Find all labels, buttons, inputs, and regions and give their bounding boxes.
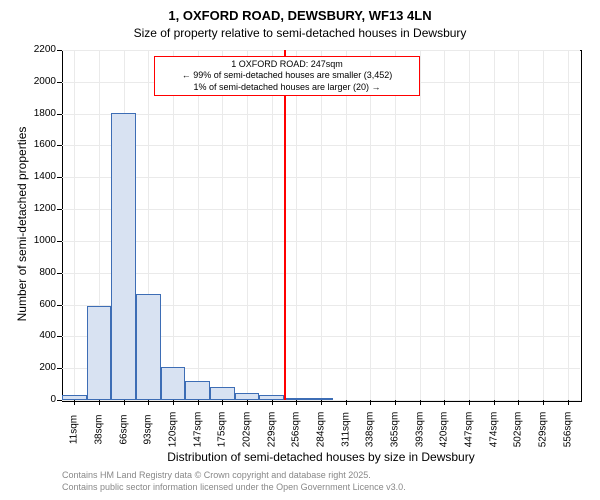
x-tick-mark [444,400,445,405]
x-tick-mark [469,400,470,405]
x-tick-label: 175sqm [217,408,228,452]
x-tick-label: 202sqm [242,408,253,452]
x-tick-label: 38sqm [94,408,105,452]
x-tick-label: 393sqm [414,408,425,452]
x-tick-label: 311sqm [340,408,351,452]
x-tick-label: 474sqm [488,408,499,452]
x-tick-mark [99,400,100,405]
grid-line-v [420,50,421,400]
histogram-bar [136,294,161,400]
x-tick-mark [124,400,125,405]
x-tick-label: 66sqm [118,408,129,452]
y-axis-label: Number of semi-detached properties [15,114,29,334]
x-tick-mark [173,400,174,405]
footer-line-1: Contains HM Land Registry data © Crown c… [62,470,371,480]
y-tick-mark [57,305,62,306]
grid-line-v [222,50,223,400]
grid-line-v [568,50,569,400]
grid-line-v [494,50,495,400]
y-tick-mark [57,177,62,178]
y-tick-mark [57,241,62,242]
y-tick-label: 0 [20,394,56,405]
x-tick-mark [494,400,495,405]
histogram-bar [185,381,210,400]
chart-subtitle: Size of property relative to semi-detach… [0,26,600,40]
y-tick-mark [57,209,62,210]
x-axis-label: Distribution of semi-detached houses by … [62,450,580,464]
x-tick-label: 11sqm [69,408,80,452]
x-tick-mark [518,400,519,405]
x-tick-label: 93sqm [143,408,154,452]
annotation-line-3: 1% of semi-detached houses are larger (2… [157,82,417,93]
marker-line [284,50,286,400]
x-tick-mark [420,400,421,405]
x-tick-mark [272,400,273,405]
x-tick-label: 556sqm [562,408,573,452]
x-tick-mark [74,400,75,405]
y-tick-mark [57,145,62,146]
y-tick-mark [57,368,62,369]
annotation-line-1: 1 OXFORD ROAD: 247sqm [157,59,417,70]
chart-title: 1, OXFORD ROAD, DEWSBURY, WF13 4LN [0,8,600,23]
x-tick-label: 529sqm [538,408,549,452]
grid-line-v [173,50,174,400]
x-tick-label: 256sqm [291,408,302,452]
x-tick-label: 284sqm [316,408,327,452]
grid-line-v [321,50,322,400]
x-tick-mark [346,400,347,405]
histogram-bar [161,367,186,400]
x-tick-mark [395,400,396,405]
annotation-line-2: ← 99% of semi-detached houses are smalle… [157,70,417,81]
y-tick-mark [57,336,62,337]
y-tick-mark [57,114,62,115]
grid-line-v [74,50,75,400]
grid-line-v [346,50,347,400]
x-tick-label: 447sqm [464,408,475,452]
x-tick-label: 120sqm [168,408,179,452]
grid-line-v [272,50,273,400]
grid-line-v [395,50,396,400]
grid-line-v [469,50,470,400]
y-tick-label: 2000 [20,76,56,87]
y-tick-label: 200 [20,362,56,373]
annotation-box: 1 OXFORD ROAD: 247sqm← 99% of semi-detac… [154,56,420,96]
histogram-bar [87,306,112,400]
grid-line-v [543,50,544,400]
x-tick-mark [321,400,322,405]
x-tick-mark [198,400,199,405]
grid-line-v [198,50,199,400]
x-tick-mark [543,400,544,405]
x-tick-label: 338sqm [365,408,376,452]
x-tick-label: 502sqm [513,408,524,452]
y-tick-label: 2200 [20,44,56,55]
grid-line-v [444,50,445,400]
x-tick-mark [296,400,297,405]
x-tick-mark [370,400,371,405]
y-tick-mark [57,50,62,51]
chart-container: 1, OXFORD ROAD, DEWSBURY, WF13 4LN Size o… [0,0,600,500]
y-tick-mark [57,400,62,401]
y-tick-mark [57,82,62,83]
x-tick-label: 147sqm [192,408,203,452]
x-tick-label: 229sqm [266,408,277,452]
footer-line-2: Contains public sector information licen… [62,482,406,492]
histogram-bar [235,393,260,400]
grid-line-v [247,50,248,400]
x-tick-label: 365sqm [390,408,401,452]
grid-line-v [296,50,297,400]
y-tick-mark [57,273,62,274]
x-tick-mark [222,400,223,405]
x-tick-mark [148,400,149,405]
x-tick-label: 420sqm [439,408,450,452]
histogram-bar [210,387,235,400]
grid-line-v [370,50,371,400]
x-tick-mark [568,400,569,405]
x-tick-mark [247,400,248,405]
grid-line-v [518,50,519,400]
histogram-bar [111,113,136,400]
